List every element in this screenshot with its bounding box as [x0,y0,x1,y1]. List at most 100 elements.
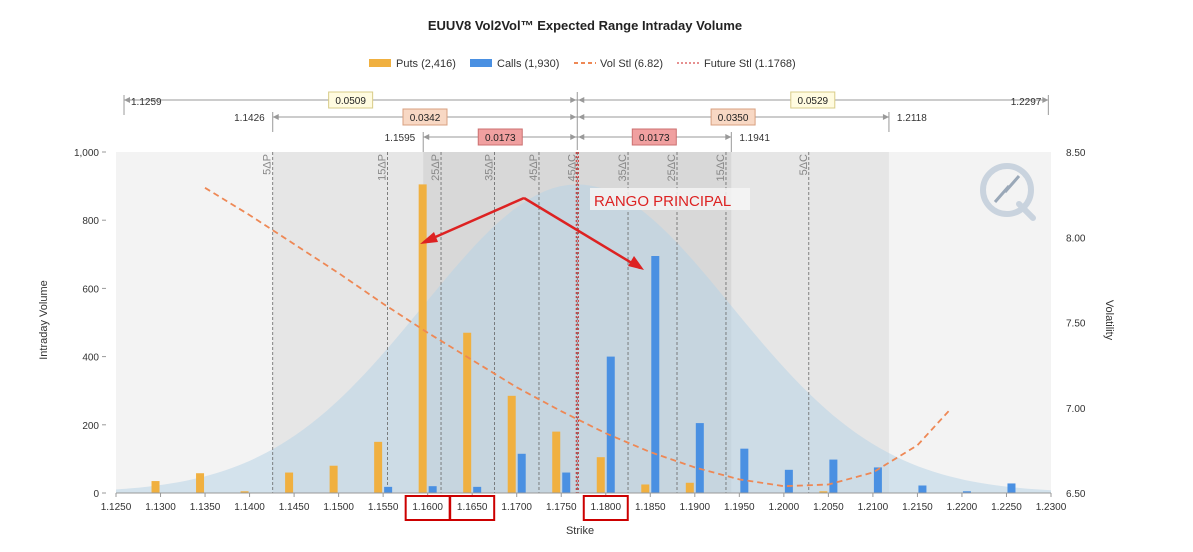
y2-axis-label: Volatility [1103,300,1115,341]
logo-circle [980,163,1034,217]
legend-vol-label: Vol Stl (6.82) [600,58,663,70]
x-tick-label: 1.2200 [947,502,978,513]
annotation-background [590,188,750,210]
range-width-left: 0.0509 [335,96,366,107]
range-width-left: 0.0173 [485,133,516,144]
delta-line-label: 35ΔC [617,154,629,182]
legend-calls-swatch [470,59,492,67]
range-width-box [631,128,677,146]
x-tick-label: 1.1900 [680,502,711,513]
logo-tail [1016,201,1036,221]
y-tick-label: 0 [93,489,99,500]
delta-line-label: 5ΔP [262,154,274,175]
delta-line-label: 5ΔC [798,154,810,175]
x-tick-label: 1.2300 [1036,502,1067,513]
x-axis-ticks: 1.1250 1.1300 1.1350 1.1400 1.1450 1.1500 1.15… [101,493,1067,513]
annotation-arrow-puts [423,196,525,244]
put-bar [596,457,605,493]
x-axis-label: Strike [566,525,594,537]
x-tick-label: 1.1250 [101,502,132,513]
distribution-curve [116,184,1051,493]
call-bar [606,356,615,493]
call-bar [473,486,482,493]
vol-settle-curve [204,187,950,488]
range-width-box [477,128,523,146]
call-bar [918,485,927,493]
range-width-box [328,91,374,109]
y-tick-label: 200 [82,421,99,432]
legend: Puts (2,416) Calls (1,930) Vol Stl (6.82… [369,58,796,70]
y-tick-label: 1,000 [74,148,99,159]
call-bar [651,256,660,493]
call-bar [1007,483,1016,493]
legend-puts-swatch [369,59,391,67]
expected-ranges: 1.1259 1.2297 0.0509 0.0529 1.1426 1.2118 0.03… [123,91,1049,152]
call-bar [784,469,793,493]
put-bar [552,431,561,493]
x-tick-label: 1.2250 [991,502,1022,513]
range-from-label: 1.1259 [131,97,162,108]
x-tick-label: 1.2050 [813,502,844,513]
range-arrowhead [578,97,585,103]
range-to-label: 1.1941 [739,133,770,144]
call-bar [829,459,838,493]
highlight-box [582,495,629,521]
x-tick-label: 1.1600 [412,502,443,513]
x-tick-label: 1.1300 [145,502,176,513]
x-tick-label: 1.1650 [457,502,488,513]
call-bar [562,472,571,493]
range-width-right: 0.0529 [798,96,829,107]
range-arrowhead [570,134,577,140]
put-bar [641,484,650,493]
call-bar [873,467,882,493]
annotation-arrow-calls [523,196,641,270]
range-width-box [710,108,756,126]
y2-tick-label: 6.50 [1066,489,1086,500]
delta-line-label: 25ΔC [666,154,678,182]
range-from-label: 1.1426 [234,113,265,124]
range-to-label: 1.2118 [897,113,927,124]
annotation-arrowhead-calls [628,256,644,270]
delta-line-label: 45ΔP [528,154,540,181]
range-arrowhead [725,134,732,140]
highlighted-strikes [404,495,629,521]
delta-lines: 5ΔP 15ΔP 25ΔP 35ΔP 45ΔP 45ΔC 35ΔC 25ΔC 15ΔC 5ΔC [262,152,810,493]
legend-future-label: Future Stl (1.1768) [704,58,796,70]
x-tick-label: 1.1950 [724,502,755,513]
x-tick-label: 1.2100 [858,502,889,513]
x-tick-label: 1.1350 [190,502,221,513]
x-tick-label: 1.2000 [769,502,800,513]
put-bar [329,465,338,493]
highlight-box [449,495,496,521]
x-tick-label: 1.1750 [546,502,577,513]
delta-line-label: 15ΔC [715,154,727,182]
range-arrowhead [882,114,889,120]
annotation-arrowhead-puts [420,232,438,244]
y2-tick-label: 8.00 [1066,233,1086,244]
call-bar [384,486,393,493]
range-width-left: 0.0342 [410,113,441,124]
chart-title: EUUV8 Vol2Vol™ Expected Range Intraday V… [428,18,742,33]
x-tick-label: 1.1850 [635,502,666,513]
range-arrowhead [578,134,585,140]
put-bar [685,482,694,493]
y-axis-ticks: 0 200 400 600 800 1,000 [74,148,106,500]
call-bar [428,486,437,493]
range-arrowhead [423,134,430,140]
put-bar [151,481,160,493]
put-bar [418,184,427,493]
range-arrowhead [272,114,279,120]
future-settle-line [575,152,579,493]
put-bar [285,472,294,493]
put-bar [196,473,205,493]
range-width-box [790,91,836,109]
put-bar [507,395,516,493]
range-to-label: 1.2297 [1011,97,1042,108]
x-tick-label: 1.2150 [902,502,933,513]
logo-bolt [993,175,1021,203]
plot-area: 5ΔP 15ΔP 25ΔP 35ΔP 45ΔP 45ΔC 35ΔC 25ΔC 15ΔC 5ΔC R… [116,152,1051,494]
range-arrowhead [570,114,577,120]
legend-calls-label: Calls (1,930) [497,58,559,70]
put-bar [463,332,472,493]
